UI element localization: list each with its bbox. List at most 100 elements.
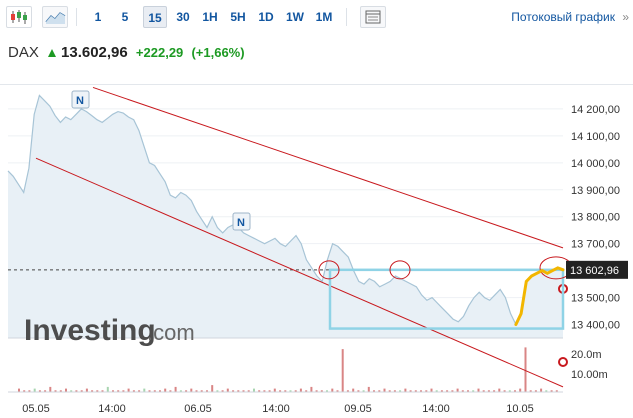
volume-bar [487,390,490,392]
trendline-handle [558,357,568,367]
volume-bar [420,390,422,392]
volume-bar [331,388,334,392]
volume-bars [8,347,563,393]
volume-bar [545,390,548,392]
volume-bar [357,390,360,392]
volume-bar [237,390,240,392]
touch-circle [318,260,340,280]
volume-bar [383,388,386,392]
price-line [7,94,564,326]
volume-bar [117,390,120,392]
volume-bar [503,390,506,392]
timeframe-1w[interactable]: 1W [286,10,304,24]
volume-bar [294,390,297,392]
volume-bar [305,390,308,392]
time-tick-label: 09.05 [344,403,372,415]
volume-bar [373,390,375,392]
volume-bar [253,388,255,392]
volume-bar [23,390,26,392]
timeframe-15[interactable]: 15 [143,6,167,28]
volume-bar [388,390,391,392]
chart-toolbar: 1 5 15 30 1H 5H 1D 1W 1M Потоковый графи… [0,0,633,36]
volume-bar [289,390,292,392]
volume-bar [206,390,208,392]
volume-bar [28,390,31,392]
range-box [328,268,565,330]
streaming-chart-link[interactable]: Потоковый график » [511,6,629,28]
volume-bar [159,390,161,392]
price-tick-label: 13 400,00 [571,320,620,332]
volume-bar [101,390,104,392]
volume-bar [362,390,365,392]
volume-bar [341,349,344,392]
timeframe-5[interactable]: 5 [121,10,129,24]
volume-bar [456,388,459,392]
timeframe-1m[interactable]: 1M [315,10,333,24]
volume-bar [467,390,469,392]
price-tick-label: 14 100,00 [571,131,620,143]
toolbar-divider [76,8,77,26]
price-tick-label: 13 800,00 [571,212,620,224]
volume-bar [221,390,224,392]
time-tick-label: 10.05 [506,403,534,415]
time-tick-label: 14:00 [422,403,450,415]
volume-bar [550,390,553,392]
volume-bar [414,390,417,392]
timeframe-1d[interactable]: 1D [258,10,274,24]
last-price: 13.602,96 [61,44,128,61]
volume-bar [498,388,501,392]
volume-bar [451,390,454,392]
chart-top-border [0,84,633,85]
analysis-overlays [8,86,573,388]
volume-bar [169,390,172,392]
candlestick-icon[interactable] [6,6,32,28]
volume-bar [378,390,381,392]
instrument-symbol: DAX [8,44,39,61]
volume-bar [263,390,266,392]
volume-bar [216,390,219,392]
volume-bar [446,390,449,392]
price-tick-label: 14 000,00 [571,158,620,170]
volume-bar [352,388,355,392]
volume-bar [33,388,36,392]
table-view-icon[interactable] [360,6,386,28]
investing-watermark: Investing.com [24,314,195,347]
timeframe-5h[interactable]: 5H [230,10,246,24]
volume-bar [508,390,511,392]
volume-bar [320,390,323,392]
volume-bar [425,390,428,392]
volume-bar [435,390,438,392]
timeframe-1[interactable]: 1 [94,10,102,24]
price-tick-label: 13 500,00 [571,293,620,305]
volume-bar [399,390,402,392]
volume-bar [242,390,245,392]
volume-bar [54,390,57,392]
volume-bar [534,390,537,392]
timeframe-1h[interactable]: 1H [202,10,218,24]
volume-bar [112,390,114,392]
volume-bar [164,388,167,392]
volume-bar [179,390,182,392]
volume-bar [211,385,214,392]
up-arrow-icon [48,48,57,57]
watermark-suffix: .com [147,320,195,345]
volume-bar [299,388,302,392]
volume-bar [85,388,88,392]
volume-bar [38,390,41,392]
area-chart-icon[interactable] [42,6,68,28]
volume-bar [200,390,203,392]
volume-bar [346,390,349,392]
volume-bar [122,390,125,392]
time-tick-label: 06.05 [184,403,212,415]
price-change-percent: (+1,66%) [191,45,245,60]
highlight-path [514,266,565,326]
volume-tick-label: 10.00m [571,369,608,381]
volume-bar [75,390,78,392]
volume-bar [409,390,412,392]
timeframe-30[interactable]: 30 [176,10,190,24]
volume-bar [472,390,475,392]
news-marker [232,212,251,231]
current-price-tag [566,260,628,279]
quote-header: DAX 13.602,96 +222,29 (+1,66%) [8,44,245,64]
